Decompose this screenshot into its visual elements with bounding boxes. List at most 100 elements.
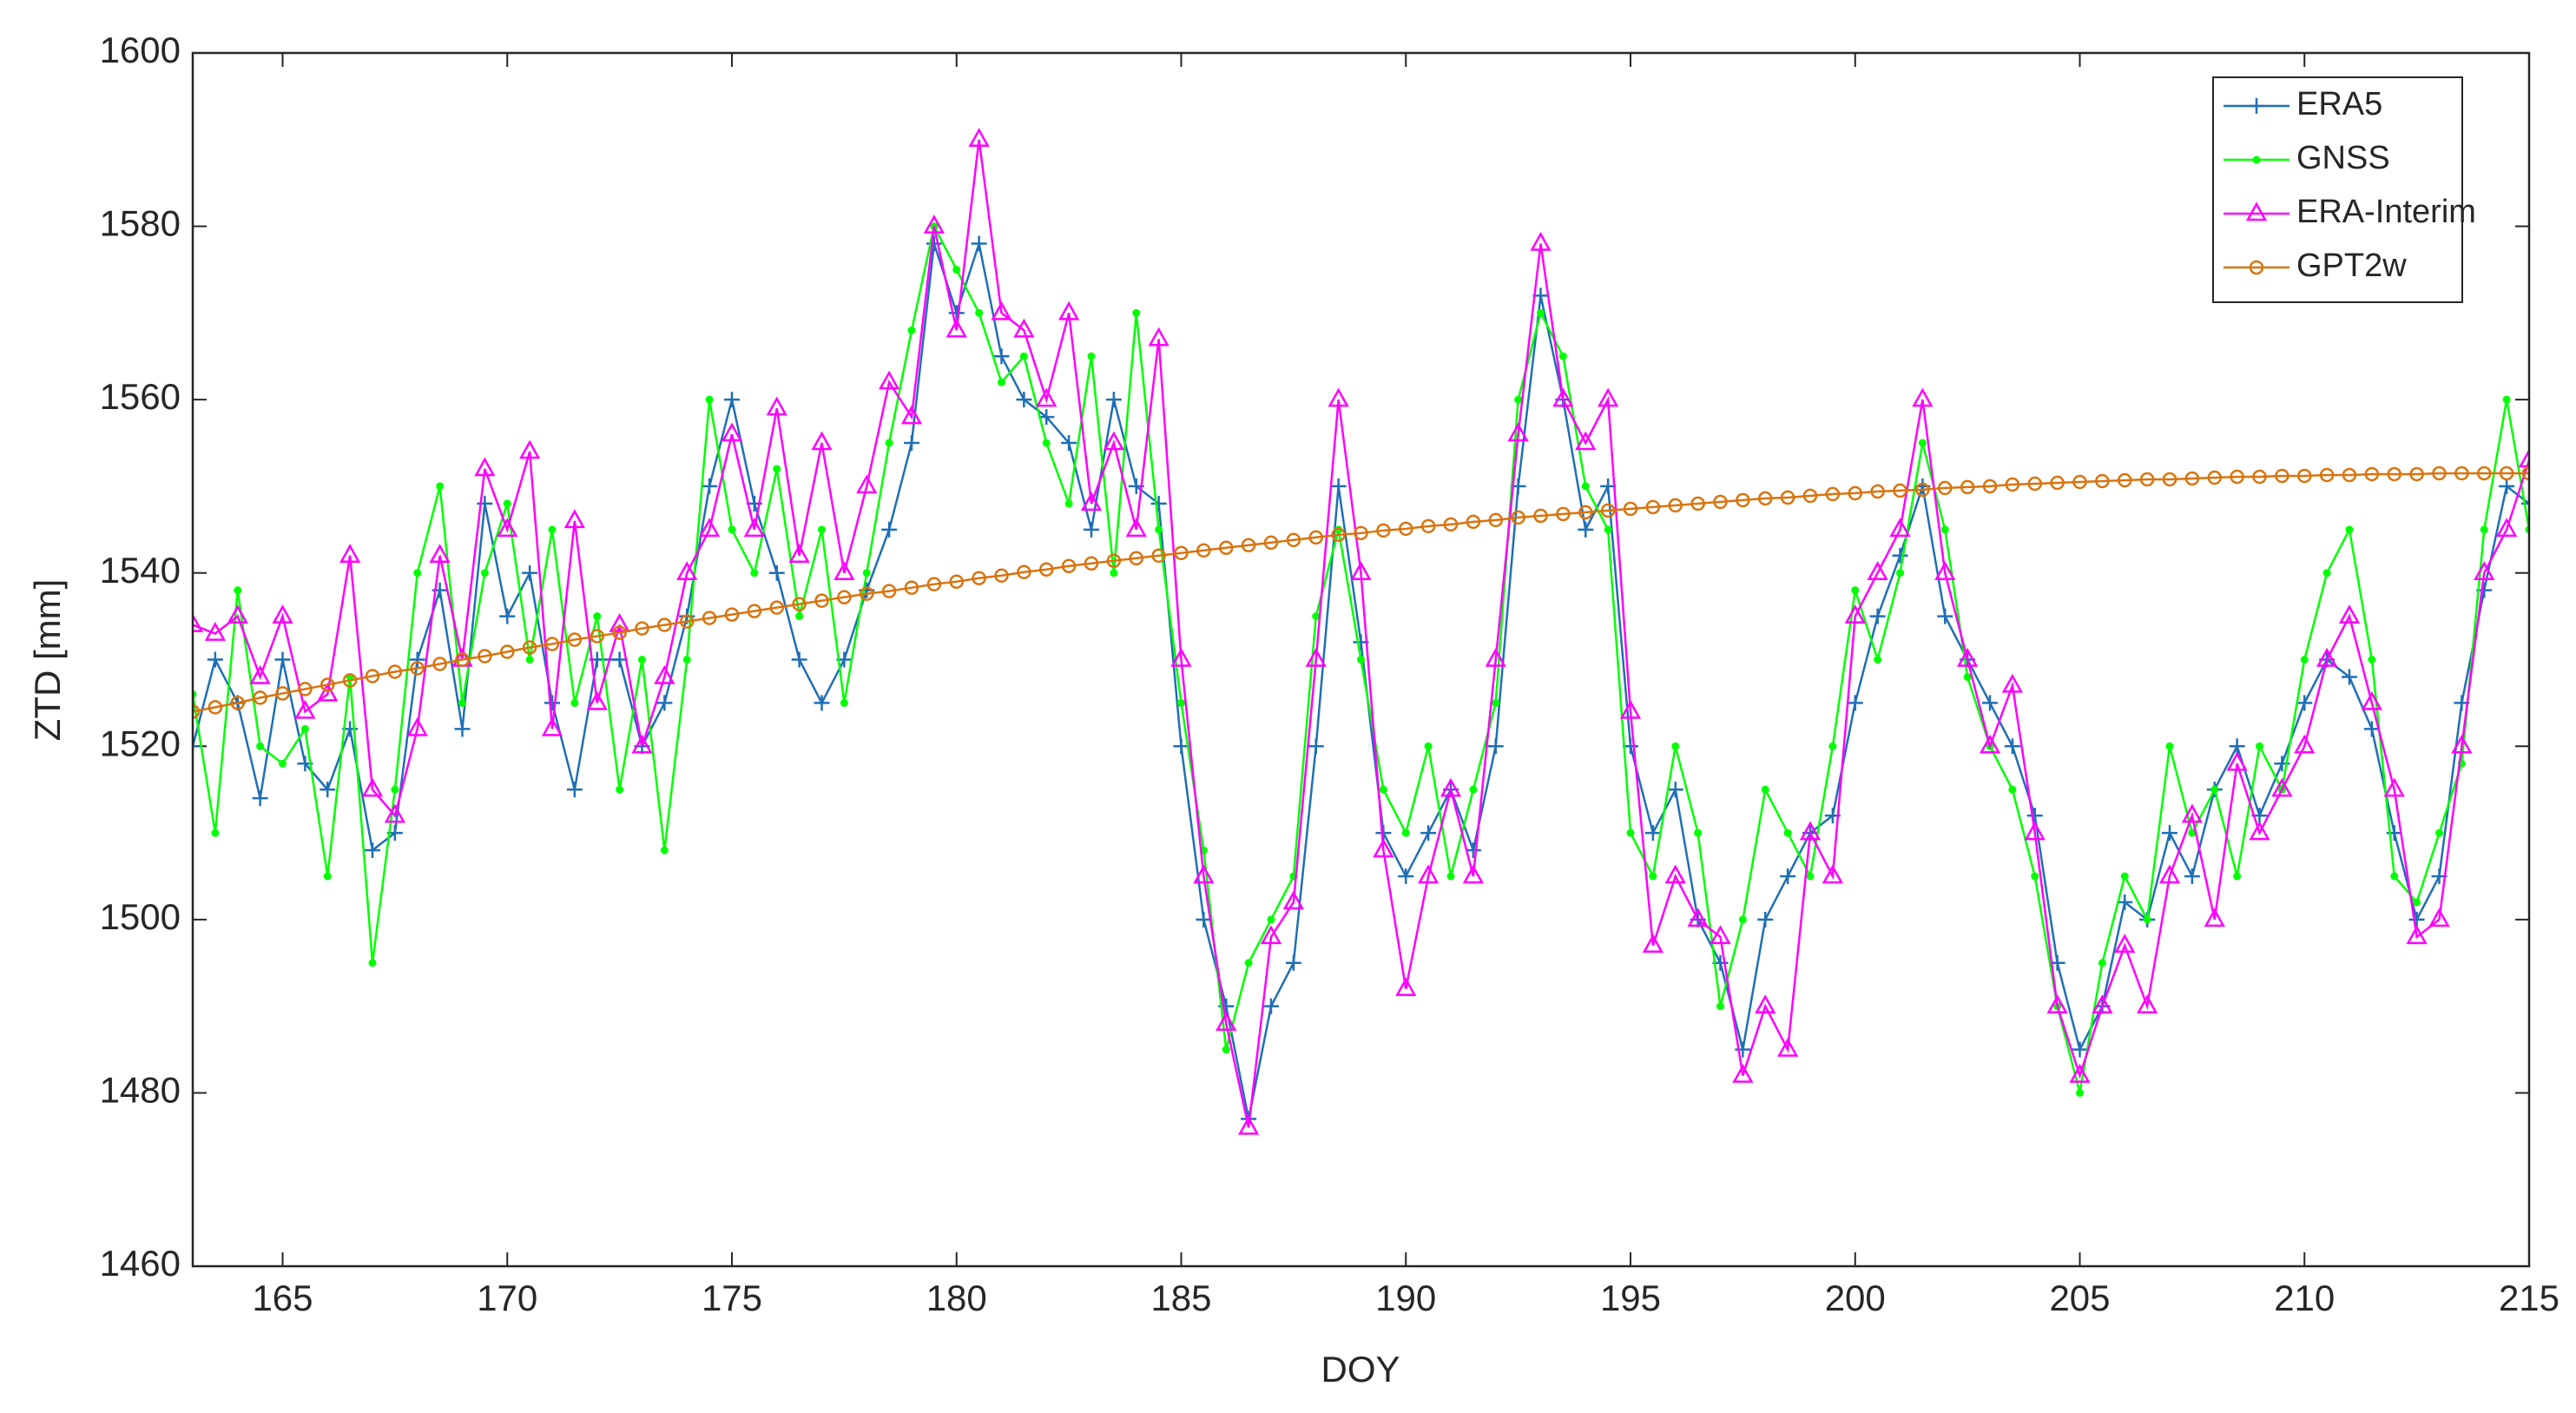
marker bbox=[1687, 908, 1709, 928]
marker bbox=[2363, 721, 2380, 737]
marker bbox=[2098, 959, 2106, 967]
marker bbox=[1892, 547, 1908, 564]
marker bbox=[1379, 785, 1387, 794]
marker bbox=[2165, 742, 2174, 750]
marker bbox=[256, 742, 265, 750]
marker bbox=[193, 613, 204, 632]
marker bbox=[1017, 565, 1031, 579]
marker bbox=[1578, 505, 1593, 520]
marker bbox=[253, 690, 267, 705]
marker bbox=[541, 716, 563, 736]
marker bbox=[1780, 490, 1795, 505]
marker bbox=[477, 495, 493, 512]
marker bbox=[525, 656, 534, 664]
marker bbox=[1736, 492, 1750, 508]
marker bbox=[2496, 518, 2518, 538]
marker bbox=[2474, 561, 2495, 580]
marker bbox=[1084, 556, 1099, 571]
marker bbox=[1418, 864, 1440, 884]
marker bbox=[275, 686, 290, 701]
marker bbox=[2249, 821, 2270, 841]
marker bbox=[948, 305, 965, 321]
y-tick-label: 1560 bbox=[100, 376, 181, 417]
marker bbox=[1286, 532, 1301, 548]
marker bbox=[1308, 530, 1323, 545]
marker bbox=[2316, 647, 2338, 667]
marker bbox=[1330, 478, 1347, 494]
marker bbox=[1061, 558, 1077, 573]
marker bbox=[1649, 872, 1657, 881]
marker bbox=[975, 308, 984, 317]
x-axis-label: DOY bbox=[1321, 1349, 1400, 1390]
marker bbox=[791, 651, 807, 668]
marker bbox=[616, 785, 624, 794]
marker bbox=[1757, 911, 1774, 928]
marker bbox=[1556, 506, 1571, 522]
marker bbox=[926, 577, 942, 591]
marker bbox=[2008, 785, 2017, 794]
y-tick-label: 1520 bbox=[100, 723, 181, 763]
marker bbox=[676, 561, 698, 580]
marker bbox=[320, 677, 335, 692]
marker bbox=[2387, 466, 2401, 482]
marker bbox=[1105, 392, 1122, 408]
marker bbox=[2345, 525, 2354, 534]
marker bbox=[2204, 908, 2225, 928]
marker bbox=[2001, 673, 2024, 693]
marker bbox=[1151, 548, 1166, 564]
marker bbox=[1806, 872, 1815, 881]
marker bbox=[1918, 439, 1927, 447]
marker bbox=[818, 525, 826, 534]
marker bbox=[2230, 469, 2244, 485]
marker bbox=[2072, 1041, 2088, 1058]
marker bbox=[454, 721, 471, 737]
marker bbox=[1469, 785, 1478, 794]
marker bbox=[1934, 561, 1956, 580]
y-tick-label: 1540 bbox=[100, 550, 181, 591]
marker bbox=[833, 561, 855, 580]
marker bbox=[1938, 480, 1953, 496]
marker bbox=[2297, 468, 2312, 484]
marker bbox=[1173, 738, 1189, 755]
marker bbox=[2477, 465, 2492, 481]
marker bbox=[1331, 527, 1346, 543]
marker bbox=[1780, 868, 1796, 884]
marker bbox=[1581, 482, 1590, 491]
marker bbox=[1690, 496, 1705, 512]
marker bbox=[2338, 604, 2361, 624]
marker bbox=[1667, 782, 1683, 798]
marker bbox=[208, 700, 223, 715]
marker bbox=[926, 235, 942, 252]
marker bbox=[1828, 742, 1837, 750]
marker bbox=[2046, 994, 2068, 1014]
marker bbox=[249, 664, 271, 684]
marker bbox=[1979, 734, 2001, 754]
marker bbox=[1755, 994, 1776, 1014]
y-tick-label: 1600 bbox=[100, 30, 181, 70]
marker bbox=[2092, 994, 2113, 1014]
marker bbox=[2383, 777, 2405, 797]
legend-label: ERA-Interim bbox=[2296, 194, 2476, 230]
marker bbox=[881, 584, 897, 598]
marker bbox=[1492, 698, 1500, 707]
series-line bbox=[193, 139, 2529, 1128]
marker bbox=[294, 699, 316, 719]
marker bbox=[1645, 499, 1661, 515]
marker bbox=[1285, 954, 1301, 971]
x-tick-label: 195 bbox=[1600, 1278, 1661, 1318]
marker bbox=[2226, 751, 2248, 771]
marker bbox=[2428, 908, 2450, 928]
marker bbox=[769, 600, 784, 615]
marker bbox=[814, 593, 829, 608]
marker bbox=[949, 574, 964, 589]
series-line bbox=[193, 239, 2529, 1119]
marker bbox=[2368, 656, 2376, 664]
marker bbox=[1758, 491, 1773, 506]
marker bbox=[2114, 934, 2136, 954]
marker bbox=[1783, 829, 1792, 837]
marker bbox=[548, 525, 557, 534]
marker bbox=[365, 842, 380, 859]
marker bbox=[499, 608, 516, 624]
marker bbox=[317, 682, 339, 702]
